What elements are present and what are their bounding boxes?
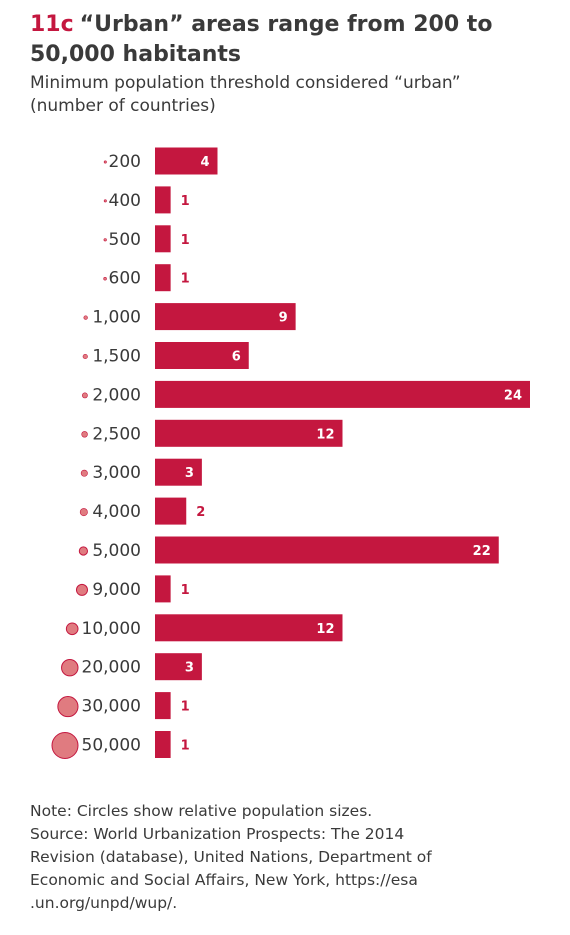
population-circle	[103, 238, 107, 242]
tick-label: 3,000	[92, 463, 141, 483]
data-label: 6	[232, 350, 241, 365]
population-circle	[103, 276, 107, 281]
data-label: 4	[200, 155, 209, 170]
bar	[155, 147, 218, 175]
data-label: 1	[181, 583, 190, 598]
chart-notes: Note: Circles show relative population s…	[30, 800, 550, 915]
population-circle	[78, 546, 88, 556]
data-label: 9	[279, 311, 288, 326]
tick-label: 30,000	[82, 697, 141, 717]
source-line-2: Revision (database), United Nations, Dep…	[30, 848, 432, 866]
bar	[155, 575, 171, 603]
note-text: Note: Circles show relative population s…	[30, 802, 373, 820]
tick-label: 500	[109, 230, 141, 250]
tick-label: 9,000	[92, 580, 141, 600]
chart-subtitle: Minimum population threshold considered …	[30, 72, 550, 118]
source-line-1: Source: World Urbanization Prospects: Th…	[30, 825, 405, 843]
bar	[155, 692, 171, 720]
data-label: 1	[181, 739, 190, 754]
data-label: 24	[504, 388, 522, 403]
figure-number: 11c	[30, 12, 74, 37]
bar	[155, 458, 202, 486]
bar	[155, 731, 171, 758]
subtitle-line-2: (number of countries)	[30, 96, 216, 116]
bar	[155, 653, 202, 681]
tick-label: 2,000	[92, 385, 141, 405]
population-circle	[51, 732, 79, 759]
population-circle	[61, 658, 79, 677]
population-circle	[81, 431, 88, 438]
data-label: 2	[196, 505, 205, 520]
bar	[155, 264, 171, 292]
bar	[155, 497, 187, 525]
bar	[155, 186, 171, 214]
population-circle	[82, 392, 88, 399]
population-circle	[75, 583, 88, 596]
chart-title: 11c “Urban” areas range from 200 to 50,00…	[30, 10, 550, 70]
subtitle-line-1: Minimum population threshold considered …	[30, 73, 461, 93]
data-label: 1	[181, 272, 190, 287]
bar	[155, 536, 499, 564]
data-label: 3	[185, 661, 194, 676]
bar	[155, 380, 530, 408]
data-label: 1	[181, 700, 190, 715]
population-circle	[82, 353, 88, 360]
bar	[155, 342, 249, 369]
title-text: “Urban” areas range from 200 to 50,000 h…	[30, 12, 493, 67]
tick-label: 200	[109, 152, 141, 172]
tick-label: 1,000	[92, 308, 141, 328]
tick-label: 600	[109, 269, 141, 289]
population-circle	[65, 622, 79, 636]
population-circle	[80, 469, 88, 477]
data-label: 1	[181, 233, 190, 248]
tick-label: 400	[109, 191, 141, 211]
bar	[155, 614, 343, 642]
population-circle	[103, 160, 107, 164]
source-line-4: .un.org/unpd/wup/.	[30, 894, 178, 912]
population-circle	[103, 199, 107, 203]
data-label: 1	[181, 194, 190, 209]
population-circle	[83, 315, 88, 320]
data-label: 12	[316, 622, 334, 637]
tick-label: 50,000	[82, 736, 141, 756]
data-label: 12	[316, 427, 334, 442]
source-line-3: Economic and Social Affairs, New York, h…	[30, 871, 418, 889]
tick-label: 4,000	[92, 502, 141, 522]
bar	[155, 303, 296, 331]
bar	[155, 419, 343, 447]
population-circle	[57, 696, 79, 718]
tick-label: 10,000	[82, 619, 141, 639]
tick-label: 1,500	[92, 347, 141, 367]
tick-label: 5,000	[92, 541, 141, 561]
population-circle	[79, 508, 88, 517]
tick-label: 20,000	[82, 658, 141, 678]
bar-chart: 420014001500160091,00061,500242,000122,5…	[51, 147, 530, 759]
data-label: 22	[473, 544, 491, 559]
bar	[155, 225, 171, 253]
data-label: 3	[185, 466, 194, 481]
tick-label: 2,500	[92, 424, 141, 444]
